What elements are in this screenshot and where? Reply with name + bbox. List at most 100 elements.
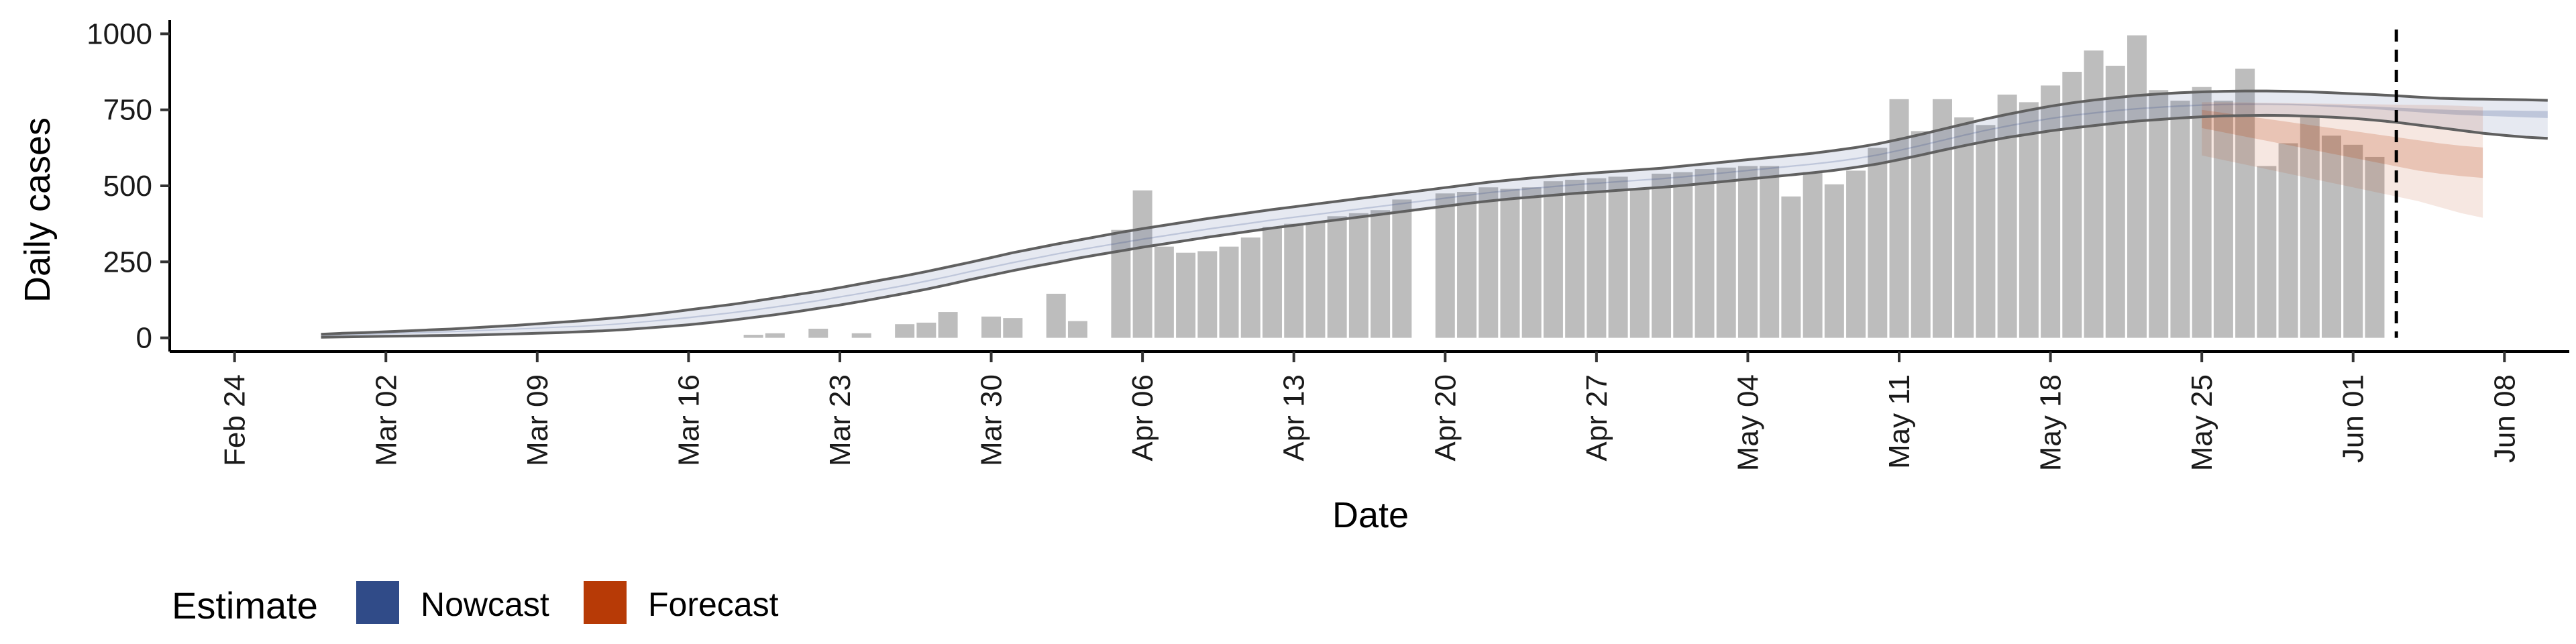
case-bar bbox=[1197, 251, 1218, 338]
case-bar bbox=[2019, 102, 2039, 338]
legend-label-nowcast: Nowcast bbox=[421, 586, 549, 623]
case-bar bbox=[2062, 72, 2082, 338]
x-tick-label: May 04 bbox=[1731, 374, 1764, 471]
case-bar bbox=[1932, 99, 1952, 338]
x-tick-label: Feb 24 bbox=[219, 374, 252, 466]
x-tick-label: Apr 13 bbox=[1278, 374, 1311, 462]
case-bar bbox=[1371, 210, 1391, 338]
y-tick-label: 750 bbox=[103, 94, 152, 127]
case-bar bbox=[1262, 227, 1282, 338]
case-bar bbox=[1457, 192, 1477, 338]
case-bar bbox=[1435, 193, 1455, 338]
case-bar bbox=[2192, 87, 2212, 338]
y-tick-label: 500 bbox=[103, 170, 152, 203]
case-bar bbox=[808, 329, 828, 338]
case-bar bbox=[1760, 166, 1780, 338]
case-bar bbox=[1565, 179, 1585, 338]
case-bar bbox=[1132, 190, 1152, 338]
case-bar bbox=[2300, 117, 2320, 338]
case-bar bbox=[2235, 68, 2255, 338]
interval-lines-layer bbox=[321, 89, 2548, 339]
x-tick-label: May 25 bbox=[2186, 374, 2218, 471]
case-bar bbox=[1695, 169, 1715, 338]
case-bar bbox=[2127, 35, 2147, 338]
nowcast-lower-line bbox=[321, 113, 2548, 339]
x-axis-title: Date bbox=[1332, 495, 1409, 535]
case-bar bbox=[1868, 148, 1888, 338]
case-bar bbox=[1608, 176, 1628, 338]
legend-label-forecast: Forecast bbox=[648, 586, 779, 623]
case-bar bbox=[1154, 246, 1174, 338]
x-tick-label: Apr 06 bbox=[1126, 374, 1159, 462]
x-tick-label: May 18 bbox=[2035, 374, 2068, 471]
case-bar bbox=[1067, 321, 1087, 338]
bars-layer bbox=[743, 35, 2385, 338]
case-bar bbox=[1976, 125, 1996, 338]
case-bar bbox=[2257, 166, 2277, 338]
case-bar bbox=[1046, 293, 1066, 338]
case-bar bbox=[1327, 216, 1347, 338]
case-bar bbox=[2105, 65, 2125, 338]
case-bar bbox=[2170, 101, 2190, 338]
case-bar bbox=[1176, 252, 1196, 338]
case-bar bbox=[895, 324, 915, 338]
x-tick-label: Mar 16 bbox=[672, 374, 705, 466]
x-tick-label: Mar 23 bbox=[824, 374, 857, 466]
case-bar bbox=[2149, 90, 2169, 338]
case-bar bbox=[1781, 196, 1801, 338]
case-bar bbox=[1479, 187, 1499, 338]
case-bar bbox=[938, 312, 958, 338]
case-bar bbox=[2084, 50, 2104, 338]
y-axis-ticks: 0 250 500 750 1000 bbox=[87, 17, 170, 355]
case-bar bbox=[981, 316, 1002, 338]
x-tick-label: Mar 02 bbox=[370, 374, 402, 466]
case-bar bbox=[2343, 144, 2363, 338]
case-bar bbox=[2322, 136, 2342, 338]
case-bar bbox=[2278, 143, 2298, 338]
y-tick-label: 0 bbox=[136, 322, 152, 355]
x-tick-label: Apr 20 bbox=[1429, 374, 1462, 462]
forecast-band-90 bbox=[2202, 102, 2483, 218]
case-bar bbox=[1954, 117, 1974, 338]
case-bar bbox=[1716, 167, 1736, 338]
case-bar bbox=[1652, 173, 1672, 338]
case-bar bbox=[1521, 187, 1542, 338]
x-tick-label: Mar 30 bbox=[975, 374, 1008, 466]
x-tick-label: Mar 09 bbox=[521, 374, 554, 466]
nowcast-upper-line bbox=[321, 89, 2548, 336]
case-bar bbox=[851, 333, 871, 338]
case-bar bbox=[1803, 172, 1823, 338]
case-bar bbox=[1305, 222, 1326, 338]
case-bar bbox=[1629, 189, 1650, 338]
case-bar bbox=[1111, 229, 1131, 338]
legend: Estimate Nowcast Forecast bbox=[172, 581, 779, 627]
y-tick-label: 250 bbox=[103, 246, 152, 278]
case-bar bbox=[1219, 246, 1239, 338]
case-bar bbox=[1500, 189, 1520, 338]
case-bar bbox=[1846, 170, 1866, 338]
x-tick-label: Apr 27 bbox=[1580, 374, 1613, 462]
case-bar bbox=[1284, 223, 1304, 338]
case-bar bbox=[1240, 237, 1260, 338]
y-tick-label: 1000 bbox=[87, 17, 152, 50]
case-bar bbox=[1543, 181, 1563, 338]
case-bar bbox=[1737, 166, 1758, 338]
case-bar bbox=[1348, 213, 1368, 338]
case-bar bbox=[916, 322, 936, 338]
case-bar bbox=[1392, 199, 1412, 338]
legend-swatch-nowcast bbox=[356, 581, 399, 624]
case-bar bbox=[765, 333, 785, 338]
y-axis-title: Daily cases bbox=[17, 117, 58, 303]
case-bar bbox=[2041, 85, 2061, 338]
case-bar bbox=[1003, 318, 1023, 338]
case-bar bbox=[1673, 172, 1693, 338]
x-tick-label: May 11 bbox=[1883, 374, 1916, 469]
legend-swatch-forecast bbox=[584, 581, 627, 624]
case-bar bbox=[1889, 99, 1909, 338]
case-bar bbox=[1911, 131, 1931, 338]
legend-title: Estimate bbox=[172, 584, 318, 627]
case-bar bbox=[743, 335, 763, 338]
x-axis-ticks: Feb 24 Mar 02 Mar 09 Mar 16 Mar 23 Mar 30 Apr … bbox=[219, 352, 2521, 471]
case-bar bbox=[1824, 184, 1844, 338]
x-tick-label: Jun 01 bbox=[2337, 374, 2370, 463]
